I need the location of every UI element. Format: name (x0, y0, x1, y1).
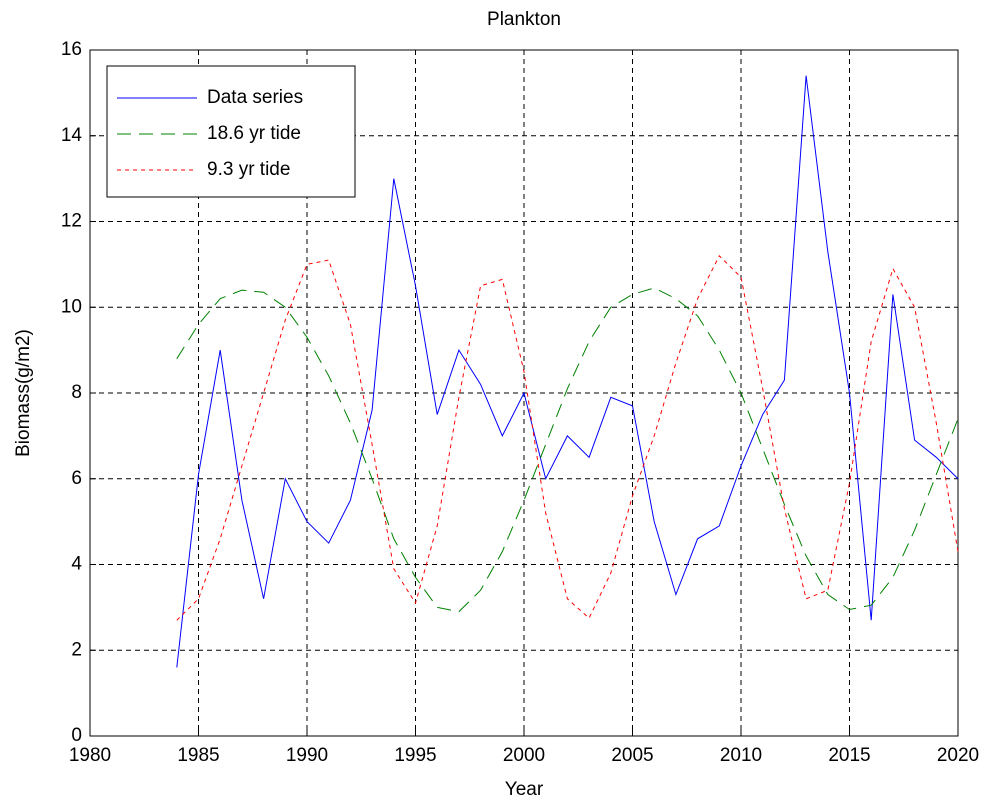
x-axis-label: Year (505, 779, 544, 800)
legend: Data series 18.6 yr tide 9.3 yr tide (106, 65, 356, 198)
x-tick-label: 1980 (69, 745, 111, 766)
x-tick-label: 2000 (503, 745, 545, 766)
legend-label: 18.6 yr tide (207, 123, 301, 144)
legend-box (106, 65, 356, 198)
x-tick-label: 1990 (286, 745, 328, 766)
y-tick-label: 6 (71, 468, 82, 489)
y-tick-label: 2 (71, 639, 82, 660)
y-tick-label: 14 (61, 125, 83, 146)
data-line (176, 287, 959, 613)
y-tick-label: 8 (71, 382, 82, 403)
y-tick-label: 12 (61, 211, 82, 232)
data-line (176, 254, 959, 621)
y-tick-label: 16 (61, 39, 82, 60)
x-tick-label: 2010 (720, 745, 762, 766)
plot-frame (89, 49, 959, 737)
legend-label: Data series (207, 87, 303, 108)
x-tick-label: 2005 (611, 745, 653, 766)
x-tick-label: 1985 (177, 745, 219, 766)
legend-label: 9.3 yr tide (207, 159, 290, 180)
x-tick-label: 2020 (937, 745, 979, 766)
y-tick-label: 10 (61, 296, 82, 317)
chart-title: Plankton (487, 9, 561, 30)
y-tick-label: 0 (71, 725, 82, 746)
y-tick-label: 4 (71, 554, 82, 575)
y-axis-label: Biomass(g/m2) (13, 329, 34, 457)
data-line (176, 75, 959, 668)
x-tick-label: 2015 (828, 745, 870, 766)
x-tick-label: 1995 (394, 745, 436, 766)
